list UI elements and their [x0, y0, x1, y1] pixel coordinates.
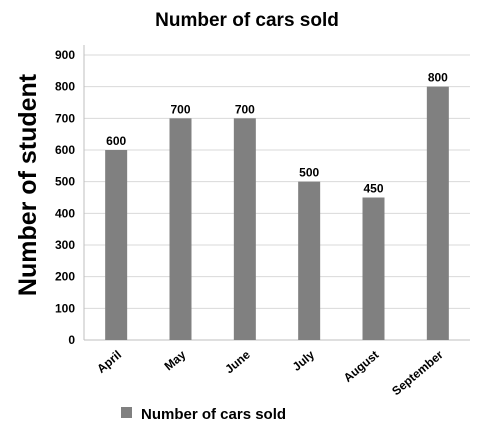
- bar: [105, 150, 128, 340]
- x-tick-label: July: [290, 347, 318, 373]
- data-label: 700: [170, 102, 190, 116]
- y-axis-ticks: 0 100 200 300 400 500 600 700 800 900: [55, 48, 75, 347]
- y-tick-label: 800: [55, 80, 75, 94]
- y-axis-label: Number of student: [14, 73, 42, 296]
- x-tick-label: May: [162, 347, 189, 373]
- bar: [298, 181, 321, 340]
- x-tick-label: August: [341, 348, 382, 385]
- legend: Number of cars sold: [121, 406, 286, 423]
- legend-label: Number of cars sold: [141, 406, 286, 423]
- x-tick-label: September: [389, 347, 446, 398]
- y-tick-label: 300: [55, 238, 75, 252]
- x-tick-label: April: [94, 348, 124, 376]
- bar: [362, 197, 385, 340]
- chart-title: Number of cars sold: [155, 10, 339, 31]
- bar: [169, 118, 192, 340]
- gridlines: [83, 45, 470, 341]
- y-tick-label: 900: [55, 48, 75, 62]
- bar: [426, 86, 449, 341]
- y-tick-label: 600: [55, 143, 75, 157]
- data-label: 600: [106, 134, 126, 148]
- bars: [105, 86, 449, 341]
- legend-swatch: [121, 407, 132, 418]
- y-tick-label: 500: [55, 175, 75, 189]
- x-tick-label: June: [222, 347, 253, 376]
- data-labels: 600 700 700 500 450 800: [106, 71, 448, 196]
- data-label: 800: [428, 71, 448, 85]
- y-tick-label: 100: [55, 301, 75, 315]
- y-tick-label: 700: [55, 111, 75, 125]
- data-label: 450: [363, 182, 383, 196]
- bar: [233, 118, 256, 340]
- x-axis-ticks: April May June July August September: [94, 347, 446, 398]
- y-tick-label: 0: [68, 333, 75, 347]
- data-label: 700: [235, 102, 255, 116]
- y-tick-label: 400: [55, 206, 75, 220]
- data-label: 500: [299, 166, 319, 180]
- y-tick-label: 200: [55, 270, 75, 284]
